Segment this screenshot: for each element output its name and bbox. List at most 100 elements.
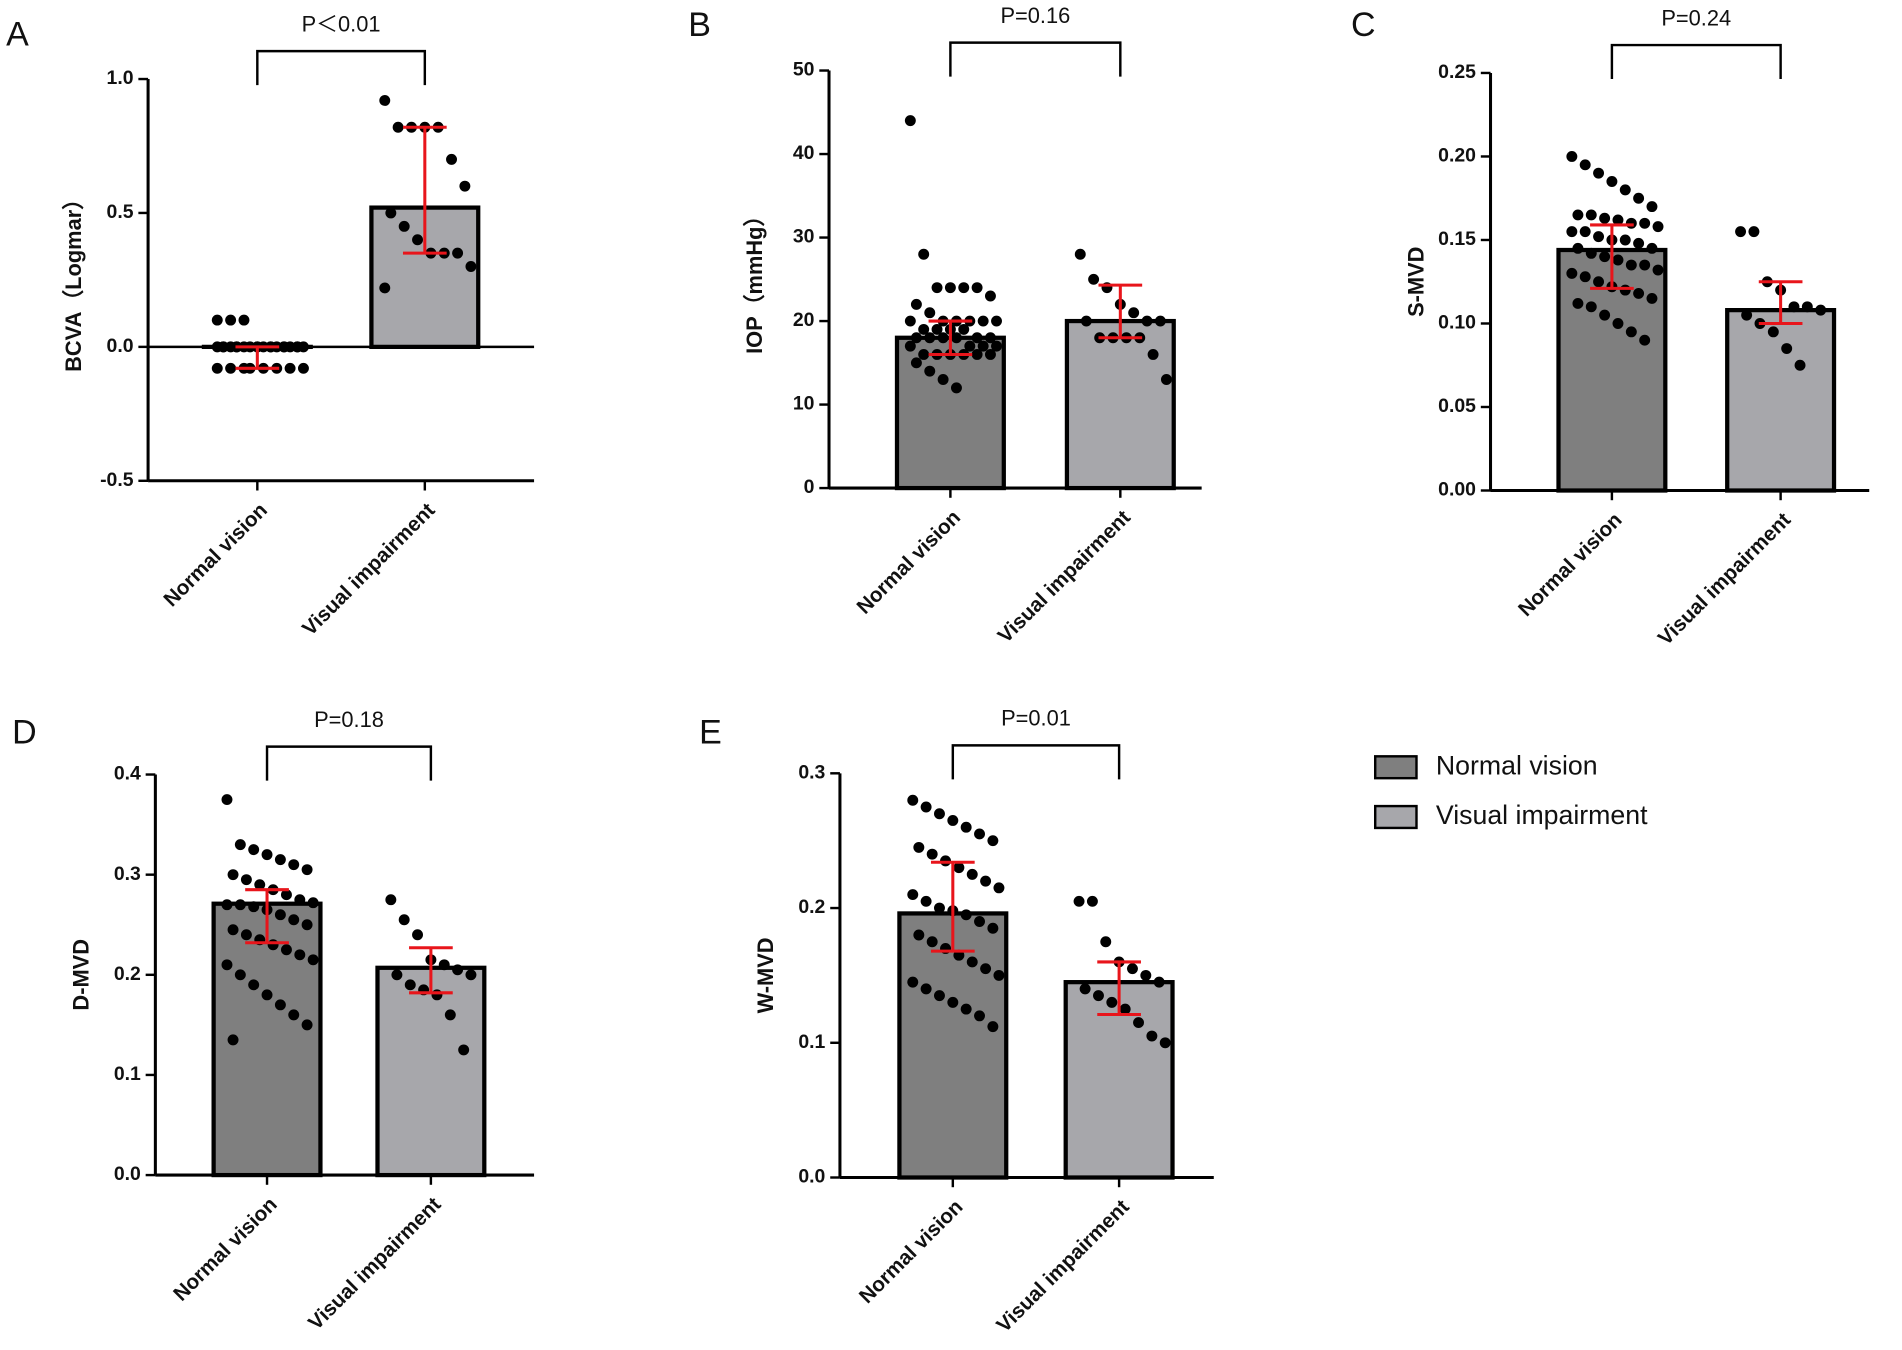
significance-bracket [256, 49, 427, 86]
data-point [1646, 292, 1658, 304]
data-point [1606, 176, 1618, 187]
data-point [398, 220, 410, 232]
data-point [960, 821, 972, 833]
data-point [1579, 226, 1591, 238]
y-tick-label: -0.5 [100, 469, 134, 491]
data-point [217, 341, 229, 353]
error-bar [930, 860, 975, 953]
data-point [966, 956, 978, 968]
panel-label: C [1351, 6, 1376, 44]
data-point [234, 839, 246, 851]
error-bar [928, 319, 973, 356]
data-point [227, 924, 239, 936]
data-point [920, 895, 932, 907]
p-value: P=0.16 [1000, 3, 1070, 28]
data-point [1633, 237, 1645, 249]
data-point [1585, 209, 1597, 221]
data-point [920, 801, 932, 813]
data-point [966, 868, 978, 880]
data-point [980, 963, 992, 975]
data-point [918, 349, 930, 360]
y-tick-label: 0.2 [114, 963, 141, 985]
data-point [1119, 1003, 1131, 1015]
y-tick-label: 0.1 [114, 1063, 141, 1085]
data-point [1625, 326, 1637, 338]
y-tick-label: 0.4 [114, 763, 141, 785]
x-tick-label: Normal vision [852, 506, 965, 619]
legend-label: Visual impairment [1436, 800, 1648, 830]
data-point [984, 349, 996, 360]
data-point [960, 1003, 972, 1015]
error-bar [402, 125, 447, 255]
data-point [910, 357, 922, 369]
data-point [1106, 996, 1118, 1008]
data-point [1086, 895, 1098, 907]
data-point [234, 969, 246, 981]
data-point [1801, 301, 1813, 313]
data-point [1794, 359, 1806, 371]
data-point [294, 949, 306, 961]
data-point [398, 914, 410, 926]
data-point [944, 282, 956, 294]
data-point [240, 874, 252, 886]
data-point [412, 234, 424, 246]
data-point [958, 282, 970, 294]
data-point [1815, 304, 1827, 316]
data-point [920, 983, 932, 995]
data-point [248, 979, 260, 991]
data-point [307, 954, 319, 966]
data-point [1579, 271, 1591, 283]
x-tick-label: Normal vision [159, 499, 272, 612]
y-axis-label: BCVA（Logmar） [61, 188, 86, 372]
data-point [261, 989, 273, 1001]
p-value: P=0.01 [1001, 706, 1071, 731]
data-point [227, 1034, 239, 1046]
data-point [274, 999, 286, 1011]
data-point [977, 340, 989, 352]
data-point [934, 902, 945, 914]
data-point [953, 862, 965, 874]
data-point [412, 929, 424, 941]
significance-bracket [265, 745, 433, 781]
data-point [907, 889, 919, 901]
data-point [974, 828, 985, 840]
panel-label: B [688, 6, 711, 44]
data-point [974, 916, 985, 927]
data-point [1633, 287, 1645, 299]
data-point [404, 979, 416, 991]
data-point [971, 282, 983, 294]
y-axis-label: S-MVD [1403, 247, 1428, 317]
data-point [964, 340, 976, 352]
data-point [924, 307, 936, 319]
data-point [1147, 349, 1159, 360]
data-point [947, 996, 959, 1008]
data-point [1100, 936, 1112, 948]
data-point [1639, 259, 1651, 271]
data-point [1593, 231, 1605, 243]
data-point [225, 314, 237, 326]
data-point [913, 841, 925, 853]
panel-label: D [12, 713, 37, 751]
y-tick-label: 0.10 [1438, 312, 1476, 334]
data-point [937, 374, 949, 385]
data-point [1133, 1017, 1144, 1029]
data-point [1080, 315, 1092, 327]
data-point [1088, 273, 1100, 285]
y-tick-label: 0.05 [1438, 395, 1476, 417]
data-point [907, 976, 919, 988]
y-tick-label: 0 [804, 476, 815, 498]
data-point [278, 341, 290, 353]
data-point [1566, 151, 1578, 162]
data-point [913, 929, 925, 941]
data-point [993, 882, 1005, 894]
y-tick-label: 0.1 [798, 1031, 825, 1053]
data-point [458, 1044, 470, 1056]
data-point [211, 314, 223, 326]
bar [375, 965, 487, 1178]
p-value: P=0.24 [1661, 5, 1731, 30]
data-point [227, 869, 239, 881]
data-point [991, 340, 1002, 352]
data-point [951, 382, 962, 394]
bar [1725, 308, 1837, 493]
data-point [1141, 315, 1153, 327]
